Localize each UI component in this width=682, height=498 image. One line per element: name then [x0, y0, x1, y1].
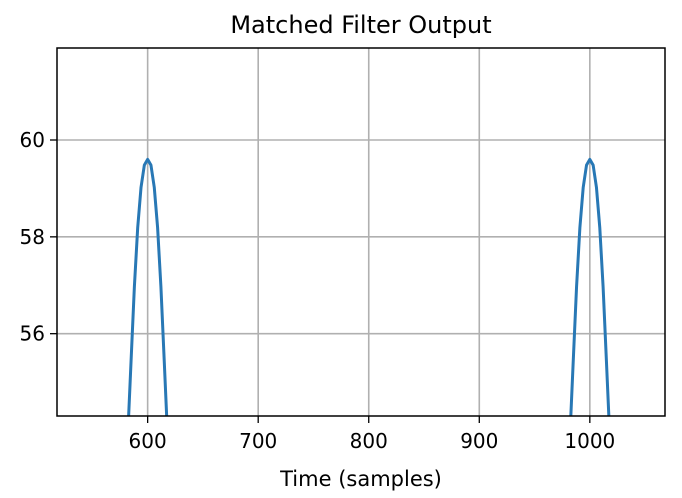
x-tick-label: 900 — [460, 429, 498, 453]
x-tick-label: 700 — [239, 429, 277, 453]
x-tick-label: 600 — [129, 429, 167, 453]
chart-title: Matched Filter Output — [230, 11, 491, 39]
plot-area-frame — [56, 47, 666, 417]
y-tick-label: 56 — [20, 322, 45, 346]
series-line-peak — [127, 157, 169, 417]
x-axis: 600 700 800 900 1000 — [129, 416, 615, 453]
x-tick-label: 1000 — [564, 429, 615, 453]
x-tick-label: 800 — [350, 429, 388, 453]
x-axis-label: Time (samples) — [279, 467, 442, 491]
y-tick-label: 58 — [20, 225, 45, 249]
series-layer — [127, 157, 611, 417]
y-axis: 56 58 60 — [20, 128, 57, 346]
y-tick-label: 60 — [20, 128, 45, 152]
series-line-peak — [569, 157, 611, 417]
